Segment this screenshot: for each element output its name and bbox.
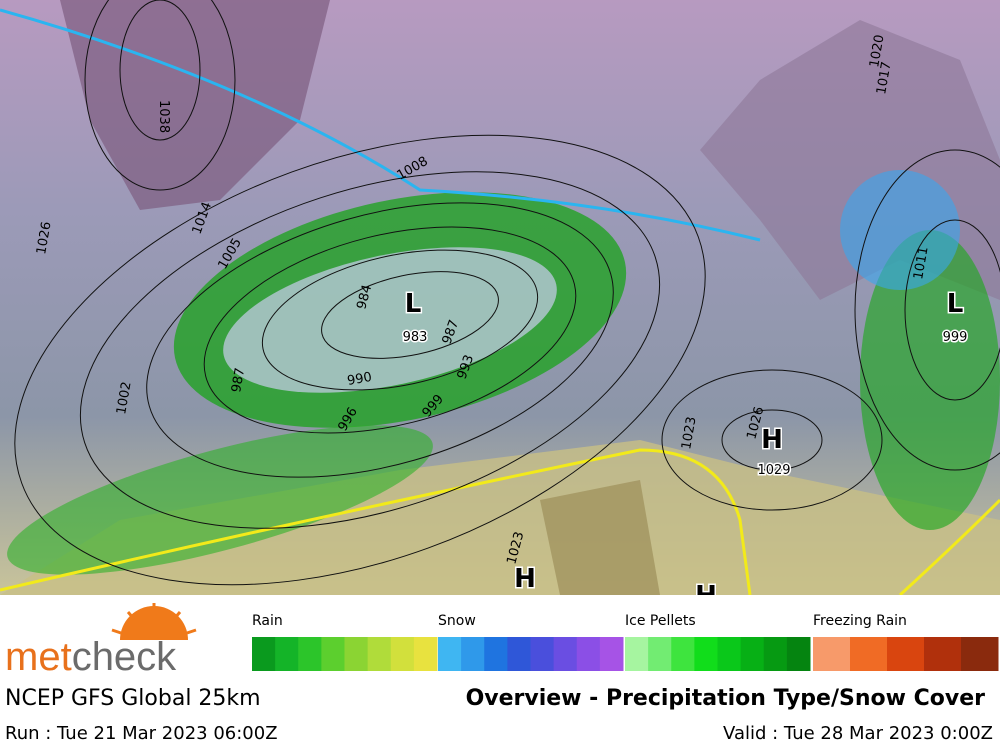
legend: Rain Snow Ice Pellets Freezing Rain [252,613,999,671]
model-name: NCEP GFS Global 25km [5,686,261,711]
isobar-label: 1038 [156,100,171,133]
legend-label: Freezing Rain [813,613,907,629]
logo-text: metcheck [5,635,177,679]
run-time: Run : Tue 21 Mar 2023 06:00Z [5,723,278,744]
legend-swatch [252,637,276,671]
legend-swatch [740,637,765,671]
isobar-label: 1023 [679,415,700,450]
product-title: Overview - Precipitation Type/Snow Cover [466,686,986,711]
isobar-label: 1017 [874,60,895,95]
isobar-label: 1002 [114,380,135,415]
legend-swatch [530,637,555,671]
isobars [14,0,1000,586]
legend-swatch [961,637,999,671]
isobar-label: 1011 [911,245,932,280]
legend-label: Snow [438,613,476,629]
legend-swatch [298,637,322,671]
legend-swatch [694,637,718,671]
center-symbol: L [405,289,422,319]
legend-swatch [275,637,299,671]
center-symbol: H [761,425,783,455]
isobar-label: 987 [229,367,248,394]
legend-swatch [625,637,649,671]
legend-swatch [924,637,962,671]
isobar-label: 1020 [867,33,888,68]
center-symbol: L [947,289,964,319]
legend-swatch [438,637,462,671]
legend-swatch [553,637,578,671]
legend-swatch [367,637,392,671]
legend-swatch [786,637,811,671]
legend-swatch [484,637,508,671]
legend-swatch [813,637,851,671]
isobar-label: 1026 [34,220,55,255]
valid-time: Valid : Tue 28 Mar 2023 0:00Z [723,723,993,744]
legend-swatch [717,637,742,671]
legend-swatch [321,637,345,671]
legend-swatch [763,637,788,671]
legend-swatch [850,637,888,671]
legend-label: Ice Pellets [625,613,696,629]
legend-swatch [887,637,925,671]
logo: metcheck [5,603,197,679]
legend-swatch [413,637,438,671]
legend-swatch [671,637,695,671]
map [0,0,1000,597]
legend-swatch [576,637,601,671]
legend-swatch [390,637,415,671]
center-value: 999 [943,330,968,345]
isobar-label: 990 [346,370,373,389]
isobar-label: 984 [354,283,375,311]
legend-label: Rain [252,613,283,629]
legend-swatch [648,637,672,671]
center-value: 983 [403,330,428,345]
center-value: 1029 [757,463,790,478]
legend-swatch [599,637,624,671]
center-symbol: H [514,564,536,594]
legend-swatch [507,637,531,671]
legend-swatch [344,637,369,671]
legend-swatch [461,637,485,671]
